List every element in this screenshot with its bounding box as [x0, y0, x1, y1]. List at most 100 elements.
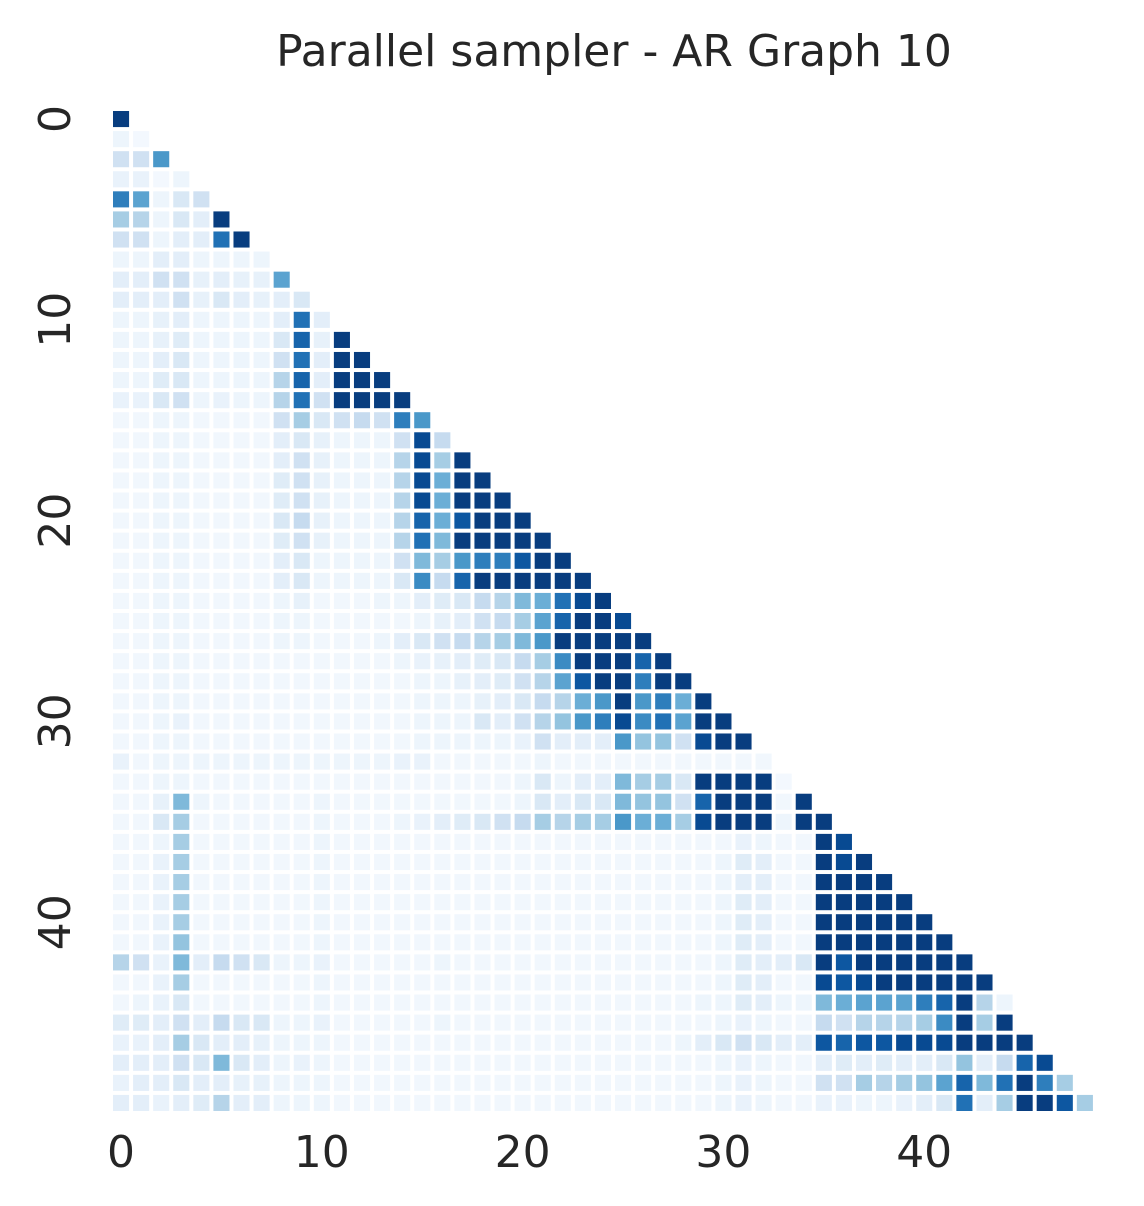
heatmap-cell-29-22	[554, 693, 571, 710]
heatmap-cell-46-0	[113, 1034, 130, 1051]
heatmap-cell-32-19	[494, 753, 511, 770]
heatmap-cell-47-0	[113, 1054, 130, 1071]
heatmap-cell-44-42	[956, 994, 973, 1011]
heatmap-cell-26-7	[253, 633, 270, 650]
heatmap-cell-21-5	[213, 532, 230, 549]
heatmap-cell-38-1	[133, 874, 150, 891]
heatmap-cell-36-19	[494, 833, 511, 850]
heatmap-cell-10-3	[173, 311, 190, 328]
heatmap-cell-35-27	[655, 813, 672, 830]
heatmap-cell-27-14	[394, 653, 411, 670]
heatmap-cell-36-29	[695, 833, 712, 850]
heatmap-cell-38-0	[113, 874, 130, 891]
heatmap-cell-15-5	[213, 412, 230, 429]
heatmap-cell-43-17	[454, 974, 471, 991]
heatmap-cell-20-7	[253, 512, 270, 529]
heatmap-cell-10-1	[133, 311, 150, 328]
heatmap-cell-49-38	[876, 1094, 893, 1111]
heatmap-cell-32-16	[434, 753, 451, 770]
heatmap-cell-13-10	[313, 372, 330, 389]
heatmap-cell-29-6	[233, 693, 250, 710]
heatmap-cell-44-24	[594, 994, 611, 1011]
heatmap-cell-47-32	[755, 1054, 772, 1071]
heatmap-cell-41-31	[735, 934, 752, 951]
heatmap-cell-26-9	[293, 633, 310, 650]
heatmap-cell-20-10	[313, 512, 330, 529]
heatmap-cell-40-1	[133, 914, 150, 931]
heatmap-cell-40-36	[835, 914, 852, 931]
heatmap-cell-35-22	[554, 813, 571, 830]
heatmap-cell-32-20	[514, 753, 531, 770]
heatmap-cell-39-11	[333, 894, 350, 911]
heatmap-cell-48-28	[675, 1074, 692, 1091]
heatmap-cell-17-10	[313, 452, 330, 469]
heatmap-cell-28-2	[153, 673, 170, 690]
heatmap-cell-25-12	[353, 613, 371, 630]
heatmap-cell-39-32	[755, 894, 772, 911]
heatmap-cell-47-11	[333, 1054, 350, 1071]
heatmap-cell-8-8	[273, 271, 290, 288]
heatmap-cell-35-33	[775, 813, 792, 830]
heatmap-cell-33-22	[554, 773, 571, 790]
heatmap-cell-30-27	[655, 713, 672, 730]
heatmap-cell-19-11	[333, 492, 350, 509]
heatmap-cell-40-31	[735, 914, 752, 931]
heatmap-cell-37-12	[353, 853, 371, 871]
heatmap-cell-7-0	[113, 251, 130, 268]
heatmap-cell-35-21	[534, 813, 551, 830]
heatmap-cell-37-14	[394, 853, 411, 871]
heatmap-cell-13-12	[353, 372, 371, 389]
heatmap-cell-38-7	[253, 874, 270, 891]
heatmap-cell-36-22	[554, 833, 571, 850]
heatmap-cell-16-0	[113, 432, 130, 449]
heatmap-cell-38-4	[193, 874, 210, 891]
heatmap-cell-48-29	[695, 1074, 712, 1091]
heatmap-cell-40-24	[594, 914, 611, 931]
heatmap-cell-7-5	[213, 251, 230, 268]
heatmap-cell-21-19	[494, 532, 511, 549]
heatmap-cell-41-10	[313, 934, 330, 951]
heatmap-cell-37-37	[855, 853, 873, 871]
heatmap-cell-2-2	[153, 151, 170, 168]
heatmap-cell-48-4	[193, 1074, 210, 1091]
heatmap-cell-25-4	[193, 613, 210, 630]
heatmap-cell-48-42	[956, 1074, 973, 1091]
heatmap-cell-23-8	[273, 572, 290, 589]
heatmap-cell-36-13	[374, 833, 391, 850]
heatmap-cell-39-36	[835, 894, 852, 911]
heatmap-cell-44-41	[936, 994, 953, 1011]
heatmap-cell-18-3	[173, 472, 190, 489]
heatmap-cell-23-17	[454, 572, 471, 589]
heatmap-cell-41-39	[896, 934, 913, 951]
heatmap-cell-47-39	[896, 1054, 913, 1071]
heatmap-cell-35-18	[474, 813, 491, 830]
heatmap-cell-7-2	[153, 251, 170, 268]
heatmap-cell-33-9	[293, 773, 310, 790]
heatmap-cell-11-1	[133, 331, 150, 348]
heatmap-cell-3-0	[113, 171, 130, 188]
heatmap-cell-39-30	[715, 894, 732, 911]
heatmap-cell-48-13	[374, 1074, 391, 1091]
heatmap-cell-38-27	[655, 874, 672, 891]
heatmap-cell-40-33	[775, 914, 792, 931]
heatmap-cell-46-38	[876, 1034, 893, 1051]
heatmap-cell-42-5	[213, 954, 230, 971]
heatmap-cell-42-24	[594, 954, 611, 971]
heatmap-cell-33-15	[414, 773, 431, 790]
heatmap-cell-12-1	[133, 351, 150, 369]
x-tick-label: 40	[896, 1127, 952, 1178]
heatmap-cell-18-16	[434, 472, 451, 489]
heatmap-cell-15-2	[153, 412, 170, 429]
heatmap-cell-38-31	[735, 874, 752, 891]
heatmap-cell-26-21	[534, 633, 551, 650]
heatmap-cell-47-44	[996, 1054, 1013, 1071]
heatmap-cell-35-35	[815, 813, 832, 830]
heatmap-cell-46-6	[233, 1034, 250, 1051]
heatmap-cell-35-28	[675, 813, 692, 830]
heatmap-cell-49-27	[655, 1094, 672, 1111]
heatmap-cell-47-17	[454, 1054, 471, 1071]
heatmap-cell-32-14	[394, 753, 411, 770]
heatmap-cell-29-13	[374, 693, 391, 710]
heatmap-cell-45-30	[715, 1014, 732, 1031]
heatmap-cell-46-21	[534, 1034, 551, 1051]
